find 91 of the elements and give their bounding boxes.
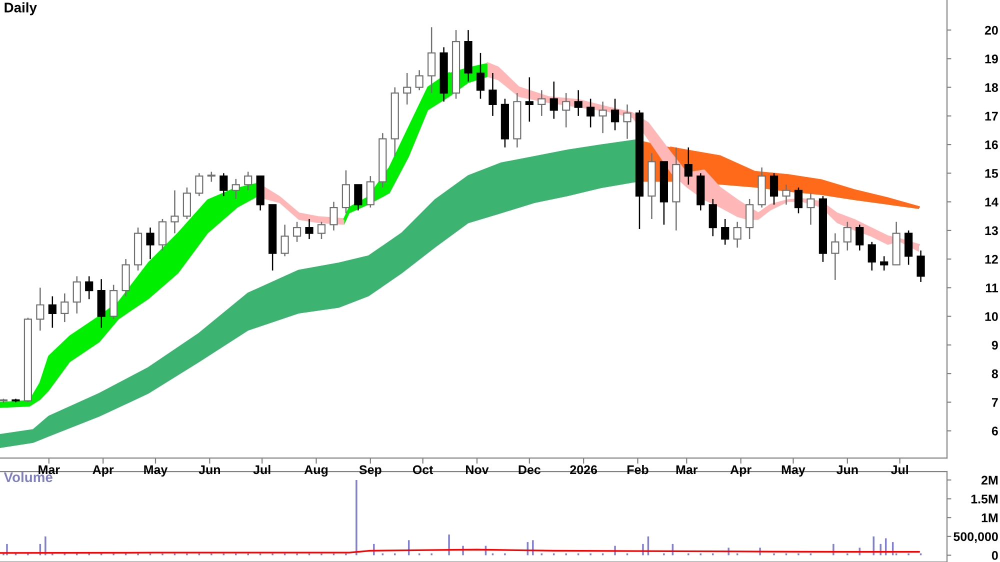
x-tick-label: Mar <box>38 465 60 474</box>
y-tick-label: 6 <box>992 426 998 436</box>
candlestick <box>292 221 302 243</box>
x-tick-label: Mar <box>676 465 698 474</box>
candlestick <box>610 98 620 131</box>
candlestick <box>317 221 326 240</box>
candlestick <box>794 186 803 214</box>
candlestick <box>182 186 192 220</box>
candlestick <box>366 175 374 208</box>
x-tick-label: Jun <box>836 465 858 474</box>
candlestick <box>476 52 485 100</box>
y-tick-label: 8 <box>992 369 998 378</box>
candlestick <box>244 171 252 191</box>
x-tick-label: May <box>782 465 806 477</box>
y-tick-label: 18 <box>985 83 998 92</box>
candlestick <box>342 170 350 214</box>
candlestick <box>770 172 778 206</box>
y-tick-label: 20 <box>984 26 998 35</box>
candlestick <box>856 224 864 252</box>
candlestick <box>880 256 888 272</box>
candlestick <box>904 230 913 266</box>
y-tick-label: 17 <box>985 112 998 120</box>
x-tick-label: Sep <box>359 465 382 477</box>
x-tick-label: Aug <box>304 465 328 477</box>
y-tick-label: 16 <box>985 140 998 150</box>
candlestick <box>232 178 240 200</box>
candlestick <box>72 276 81 314</box>
x-tick-label: Dec <box>518 465 541 474</box>
x-tick-label: May <box>144 465 168 477</box>
x-tick-label: Apr <box>730 465 752 477</box>
candlestick <box>220 172 228 197</box>
candlestick <box>916 250 925 283</box>
y-tick-label: 9 <box>992 340 998 350</box>
candlestick <box>684 146 692 186</box>
candlestick <box>403 72 412 106</box>
candlestick <box>550 80 558 120</box>
candlestick <box>207 171 216 182</box>
candlestick <box>170 190 179 234</box>
candlestick <box>574 90 582 117</box>
candlestick <box>623 104 632 140</box>
candlestick <box>48 296 56 328</box>
x-tick-label: Nov <box>466 465 489 474</box>
candlestick <box>598 101 607 134</box>
x-tick-label: Feb <box>627 464 648 474</box>
candlestick <box>733 221 742 248</box>
candlestick <box>746 198 754 240</box>
candlestick <box>428 26 436 94</box>
candlestick <box>843 221 852 252</box>
y-tick-label: 11 <box>986 284 998 292</box>
candlestick <box>60 292 69 323</box>
candlestick <box>146 226 154 260</box>
y-tick-label: 1M <box>982 514 998 522</box>
candlestick <box>831 232 840 281</box>
y-tick-label: 14 <box>985 198 998 206</box>
x-tick-label: Oct <box>412 465 434 474</box>
y-tick-label: 0 <box>992 551 998 560</box>
candlestick <box>36 287 44 332</box>
candlestick <box>305 218 314 240</box>
candlestick <box>280 224 289 257</box>
y-tick-label: 2M <box>981 476 998 485</box>
candlestick <box>782 184 790 206</box>
y-tick-label: 15 <box>985 169 998 178</box>
x-tick-label: Jul <box>253 464 270 474</box>
x-tick-label: Jun <box>198 465 220 474</box>
y-tick-label: 19 <box>985 54 998 64</box>
candlestick <box>330 201 338 232</box>
x-tick-label: Jul <box>890 464 908 474</box>
candlestick <box>354 184 362 212</box>
candlestick <box>721 218 730 246</box>
candlestick <box>868 241 876 272</box>
chart-title: Daily <box>4 2 37 16</box>
candlestick <box>85 276 94 300</box>
candlestick <box>415 70 424 91</box>
candlestick <box>586 98 595 128</box>
candlestick <box>488 72 497 117</box>
candlestick <box>708 198 717 237</box>
x-tick-label: 2026 <box>570 465 598 474</box>
y-tick-label: 13 <box>985 226 998 236</box>
candlestick <box>538 90 546 117</box>
candlestick <box>158 218 167 252</box>
x-tick-label: Apr <box>92 465 114 477</box>
y-tick-label: 500,000 <box>954 532 998 543</box>
y-tick-label: 12 <box>985 254 998 264</box>
candlestick <box>562 92 570 128</box>
y-tick-label: 7 <box>992 398 998 407</box>
y-tick-label: 1.5M <box>971 494 998 504</box>
candlestick <box>806 192 815 226</box>
chart-title: Volume <box>4 472 52 482</box>
y-tick-label: 10 <box>985 312 998 321</box>
candlestick <box>525 76 534 122</box>
candlestick <box>195 172 204 197</box>
